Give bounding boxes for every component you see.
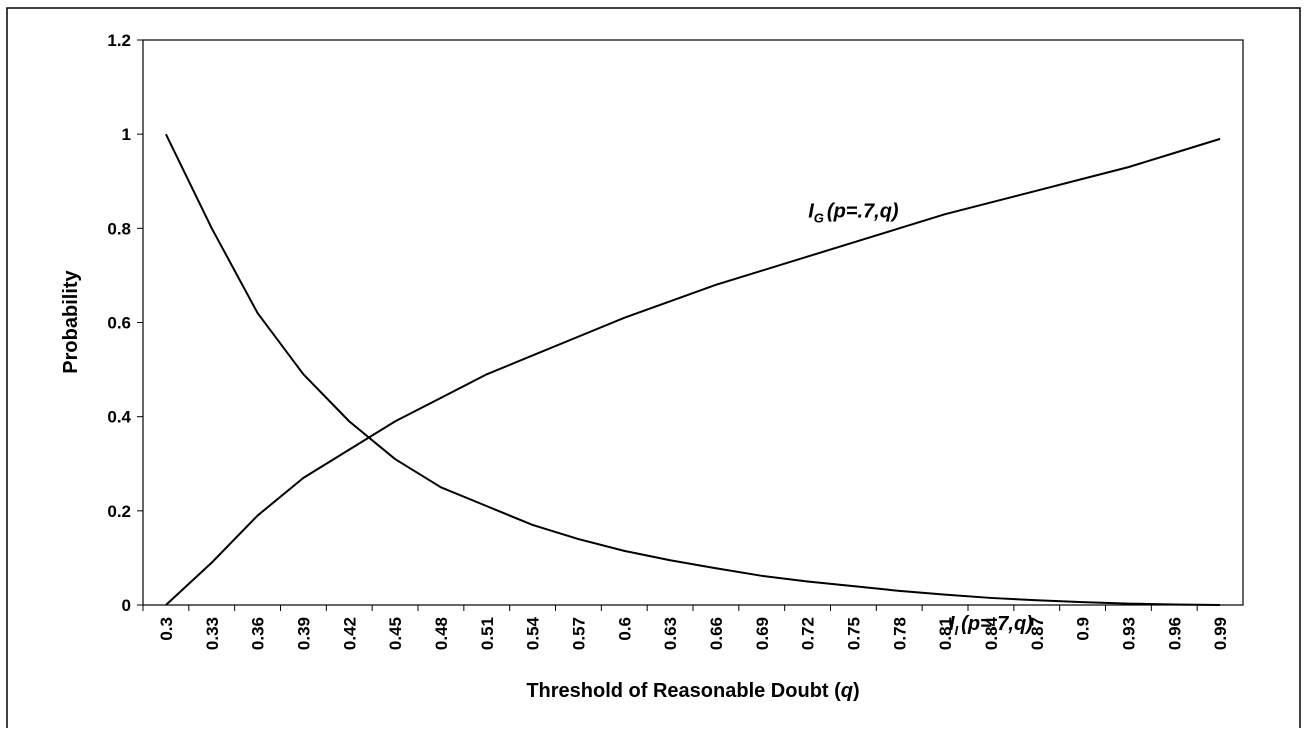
series-label: IG (p=.7,q): [808, 200, 899, 225]
x-axis-title-part: q: [841, 680, 853, 702]
x-axis-title-part: Threshold of Reasonable Doubt (: [526, 680, 841, 702]
y-tick-label: 0.6: [107, 314, 131, 333]
y-tick-label: 0.4: [107, 408, 131, 427]
x-tick-label: 0.33: [203, 617, 222, 650]
x-axis-title: Threshold of Reasonable Doubt (q): [526, 680, 859, 702]
y-tick-label: 0.8: [107, 219, 131, 238]
x-tick-label: 0.69: [753, 617, 772, 650]
frame: [6, 7, 1301, 733]
x-tick-label: 0.6: [615, 617, 634, 641]
y-tick-label: 0.2: [107, 502, 131, 521]
x-tick-label: 0.54: [524, 616, 543, 650]
x-tick-label: 0.66: [707, 617, 726, 650]
x-axis-title-part: ): [853, 680, 860, 702]
series-label-sub: G: [814, 210, 824, 225]
x-tick-label: 0.48: [432, 617, 451, 650]
x-tick-label: 0.96: [1165, 617, 1184, 650]
x-tick-label: 0.3: [157, 617, 176, 641]
y-tick-label: 1.2: [107, 31, 131, 50]
x-tick-label: 0.99: [1211, 617, 1230, 650]
series-label-main: I: [949, 613, 955, 635]
y-tick-label: 1: [122, 125, 131, 144]
x-tick-label: 0.75: [844, 617, 863, 650]
x-tick-label: 0.81: [936, 617, 955, 650]
x-tick-label: 0.78: [890, 617, 909, 650]
x-tick-label: 0.87: [1028, 617, 1047, 650]
series-label: II (p=.7,q): [949, 613, 1033, 638]
series-label-main: I: [808, 200, 814, 222]
x-tick-label: 0.57: [569, 617, 588, 650]
x-tick-label: 0.36: [249, 617, 268, 650]
x-tick-label: 0.72: [799, 617, 818, 650]
x-tick-label: 0.63: [661, 617, 680, 650]
line-series: [165, 133, 1221, 606]
x-tick-label: 0.84: [982, 616, 1001, 650]
line-series: [165, 137, 1221, 606]
x-tick-label: 0.45: [386, 617, 405, 650]
x-tick-label: 0.42: [340, 617, 359, 650]
x-tick-label: 0.39: [294, 617, 313, 650]
y-tick-label: 0: [122, 596, 131, 615]
x-tick-label: 0.93: [1119, 617, 1138, 650]
x-tick-label: 0.51: [478, 617, 497, 650]
plot-area: [142, 39, 1244, 606]
series-label-args: (p=.7,q): [961, 613, 1033, 635]
series-label-sub: I: [955, 623, 959, 638]
x-tick-label: 0.9: [1074, 617, 1093, 641]
series-label-args: (p=.7,q): [827, 200, 899, 222]
y-axis-title: Probability: [60, 269, 82, 373]
